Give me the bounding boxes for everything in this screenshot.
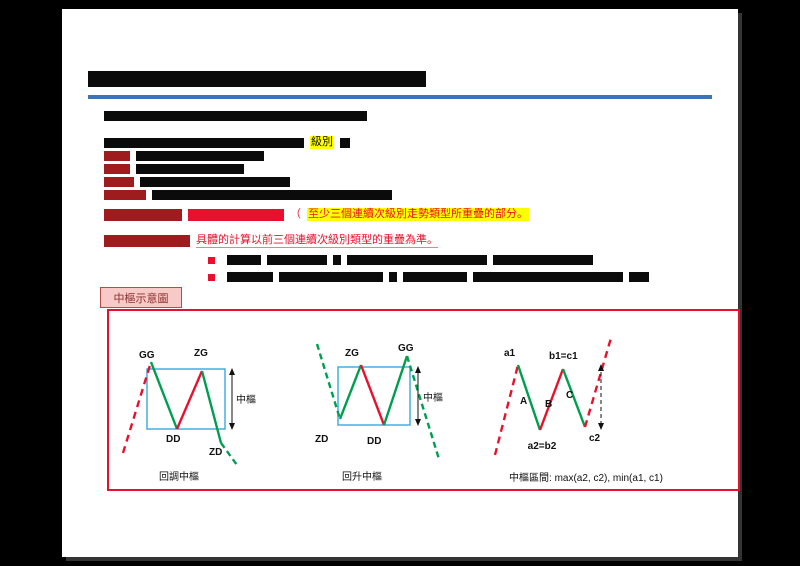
left-label-zg: ZG [194, 348, 208, 359]
middle-pivot-label: 中樞 [423, 391, 443, 404]
right-label-c2: c2 [589, 433, 601, 444]
left-arrowhead-down-icon [229, 423, 235, 430]
right-label-segA: A [520, 396, 527, 407]
pivot-diagram-box: GG ZG DD ZD 中樞 回調中樞 ZG GG ZD DD 中樞 回升中樞 [107, 309, 740, 491]
left-exit-dashed-line [220, 442, 238, 466]
document-page: 級別 （ 至少三個連續次級別走勢類型所重疊的部分。 具體的計算以前三個連續次級別… [62, 9, 740, 557]
redacted-text-line [104, 151, 264, 161]
middle-pivot-rect [337, 366, 411, 426]
middle-arrowhead-down-icon [415, 419, 421, 426]
redacted-bar [152, 190, 392, 200]
redacted-bar [493, 255, 593, 265]
right-label-segB: B [545, 399, 552, 410]
pivot-note-line: 具體的計算以前三個連續次級別類型的重疊為準。 [104, 234, 438, 248]
right-entry-dashed-line [493, 364, 520, 456]
left-seg-zg-zd [200, 370, 223, 444]
pivot-note-text: 具體的計算以前三個連續次級別類型的重疊為準。 [196, 234, 438, 248]
title-divider-rule [88, 95, 712, 99]
redacted-bar [340, 137, 350, 148]
right-arrowhead-down-icon [598, 423, 604, 430]
redacted-title-bar [88, 71, 426, 87]
middle-label-gg: GG [398, 343, 414, 354]
middle-entry-dashed-line [315, 343, 342, 420]
right-label-a2b2: a2=b2 [528, 441, 557, 452]
right-label-b1c1: b1=c1 [549, 351, 578, 362]
redacted-bar [104, 111, 367, 121]
left-label-gg: GG [139, 350, 155, 361]
right-exit-dashed-line [583, 337, 613, 428]
right-caption: 中樞區間: max(a2, c2), min(a1, c1) [509, 471, 663, 484]
level-highlight: 級別 [310, 136, 334, 149]
redacted-label-bar [104, 164, 130, 174]
right-seg-b [538, 368, 565, 431]
redacted-text-line [104, 190, 392, 200]
redacted-bar [389, 272, 397, 282]
redacted-label-bar [104, 208, 182, 221]
redacted-label-bar [104, 235, 190, 247]
right-seg-a [516, 364, 542, 431]
middle-arrowhead-up-icon [415, 366, 421, 373]
middle-label-zg: ZG [345, 348, 359, 359]
redacted-label-bar [104, 190, 146, 200]
left-seg-dd-zg [175, 370, 204, 430]
redacted-bar [347, 255, 487, 265]
bullet-line [208, 272, 649, 282]
redacted-label-bar [104, 151, 130, 161]
left-caption: 回調中樞 [159, 470, 199, 483]
pivot-definition-line: （ 至少三個連續次級別走勢類型所重疊的部分。 [104, 208, 529, 221]
right-label-segC: C [566, 390, 573, 401]
redacted-bar [333, 255, 341, 265]
pivot-diagram-tag-label: 中樞示意圖 [113, 292, 169, 305]
middle-label-dd: DD [367, 436, 381, 447]
bullet-square-icon [208, 273, 215, 281]
redacted-label-bar [104, 177, 134, 187]
left-label-zd: ZD [209, 447, 222, 458]
right-seg-c [561, 368, 587, 428]
redacted-text-line [104, 177, 290, 187]
redacted-bar [140, 177, 290, 187]
bullet-line [208, 255, 593, 265]
left-pivot-label: 中樞 [236, 393, 256, 406]
middle-label-zd: ZD [315, 434, 328, 445]
left-label-dd: DD [166, 434, 180, 445]
redacted-bar [403, 272, 467, 282]
right-arrowhead-up-icon [598, 364, 604, 371]
middle-seg-dd-gg [382, 355, 409, 426]
redacted-bar [279, 272, 383, 282]
redacted-bar [227, 272, 273, 282]
right-label-a1: a1 [504, 348, 516, 359]
redacted-bar [267, 255, 327, 265]
pivot-definition-highlight: 至少三個連續次級別走勢類型所重疊的部分。 [307, 208, 529, 221]
redacted-red-bar [188, 208, 284, 221]
left-entry-dashed-line [121, 361, 153, 454]
redacted-bar [136, 151, 264, 161]
bullet-square-icon [208, 256, 215, 264]
middle-seg-zg-dd [359, 364, 386, 426]
left-pivot-rect [146, 368, 226, 430]
middle-exit-dashed-line [405, 355, 441, 460]
paren-open: （ [290, 208, 301, 220]
left-arrowhead-up-icon [229, 368, 235, 375]
left-seg-gg-dd [149, 361, 179, 430]
pivot-diagram-tag: 中樞示意圖 [100, 287, 182, 308]
redacted-text-line [104, 164, 244, 174]
middle-caption: 回升中樞 [342, 470, 382, 483]
redacted-bar [473, 272, 623, 282]
redacted-bar [104, 137, 304, 148]
redacted-bar [629, 272, 649, 282]
definition-line-level: 級別 [104, 136, 350, 149]
pivot-diagram-svg: GG ZG DD ZD 中樞 回調中樞 ZG GG ZD DD 中樞 回升中樞 [121, 337, 663, 484]
redacted-bar [136, 164, 244, 174]
redacted-text-line [104, 111, 367, 121]
redacted-bar [227, 255, 261, 265]
middle-seg-zd-zg [338, 364, 363, 420]
